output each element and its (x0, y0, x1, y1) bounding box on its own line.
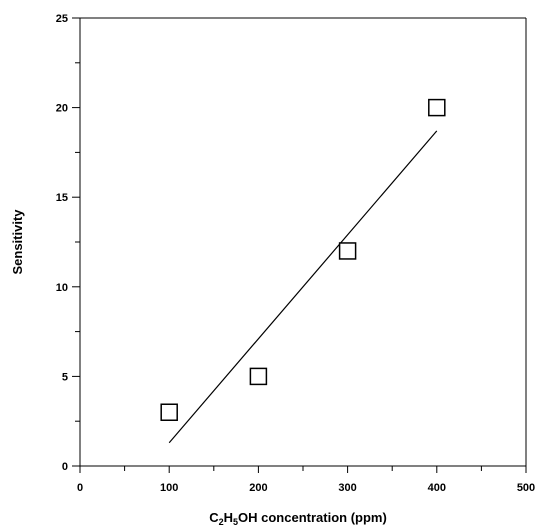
x-tick-label: 200 (249, 482, 267, 494)
y-tick-label: 15 (56, 192, 68, 204)
x-title-text: C (209, 510, 219, 525)
y-axis: 0 5 10 15 20 25 (56, 13, 80, 473)
fit-line-layer (168, 130, 438, 444)
x-title-subscript: 2 (219, 517, 224, 527)
x-tick-label: 500 (517, 482, 535, 494)
y-tick-label: 0 (62, 461, 68, 473)
data-point (428, 98, 446, 117)
data-point (249, 367, 268, 386)
y-axis-title: Sensitivity (10, 209, 25, 275)
fit-line (168, 130, 438, 444)
y-tick-label: 25 (56, 13, 68, 25)
x-tick-label: 300 (338, 482, 356, 494)
data-point (160, 403, 178, 421)
y-tick-label: 5 (62, 371, 68, 383)
plot-frame (79, 17, 527, 467)
x-tick-label: 400 (428, 482, 446, 494)
data-points-layer (160, 98, 446, 421)
x-title-text: H (224, 510, 233, 525)
y-tick-label: 20 (56, 103, 68, 115)
x-title-text: OH concentration (ppm) (238, 510, 387, 525)
x-tick-label: 0 (77, 482, 83, 494)
x-axis: 0 100 200 300 400 500 (77, 466, 535, 494)
x-axis-title: C2H5OH concentration (ppm) (209, 510, 387, 527)
x-title-subscript: 5 (233, 517, 238, 527)
data-point (338, 242, 357, 260)
x-tick-label: 100 (160, 482, 178, 494)
y-tick-label: 10 (56, 282, 68, 294)
